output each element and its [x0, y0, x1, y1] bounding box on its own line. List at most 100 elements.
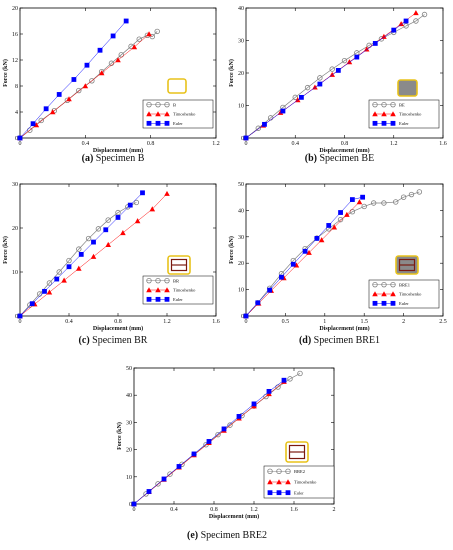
series-triangle	[17, 31, 152, 141]
data-point	[372, 41, 378, 46]
data-point	[133, 199, 140, 206]
series-line	[245, 14, 425, 139]
data-point	[221, 426, 227, 432]
data-point	[164, 190, 170, 196]
y-tick-label: 0	[241, 314, 244, 320]
legend-marker	[146, 120, 152, 126]
legend-entry: Timoshenko	[372, 291, 422, 297]
data-point	[318, 237, 325, 243]
legend-entry: BRE1	[372, 281, 410, 288]
legend-entry: Euler	[372, 300, 409, 306]
data-point	[110, 33, 116, 39]
y-axis-label: Force (kN)	[228, 59, 235, 87]
data-point	[326, 223, 332, 228]
section-outline	[397, 79, 418, 97]
panel-e: 0 0.4 0.8 1.2 1.6 2 0 10 20 30 40 50 Displacement (m…	[114, 360, 340, 548]
data-point	[30, 121, 36, 127]
data-point	[131, 501, 137, 507]
y-tick-label: 12	[12, 58, 18, 64]
legend-entry: BRE2	[267, 468, 305, 475]
caption-c: (c) Specimen BR	[78, 335, 148, 346]
chart-c: 0 0.4 0.8 1.2 1.6 0 10 20 30 Displacement (mm) For…	[2, 182, 220, 332]
data-point	[329, 71, 335, 77]
legend-marker	[146, 101, 152, 108]
y-axis-label: Force (kN)	[2, 59, 9, 87]
data-point	[105, 217, 111, 223]
x-tick-label: 1.2	[390, 141, 398, 147]
data-point	[215, 431, 221, 438]
data-point	[341, 57, 348, 64]
data-point	[84, 62, 90, 68]
x-tick-label: 0.4	[292, 141, 300, 147]
y-tick-label: 10	[238, 104, 244, 110]
legend-marker	[164, 296, 170, 302]
data-point	[378, 36, 385, 42]
data-point	[354, 54, 360, 60]
legend-marker	[146, 296, 152, 302]
legend-label: BR	[173, 278, 179, 283]
data-point	[140, 190, 145, 196]
legend-marker	[164, 111, 170, 117]
x-tick-label: 1.6	[439, 141, 447, 147]
series-circle	[243, 11, 428, 141]
data-point	[38, 117, 44, 124]
y-tick-label: 0	[15, 314, 18, 320]
data-point	[266, 388, 272, 394]
legend: BR Timoshenko Euler	[142, 275, 214, 305]
legend: BRE2 Timoshenko Euler	[263, 465, 335, 499]
legend-entry: BE	[372, 101, 405, 108]
data-point	[76, 87, 82, 94]
legend-marker	[372, 300, 378, 306]
legend-marker	[381, 120, 387, 126]
data-point	[120, 230, 126, 236]
legend-marker	[390, 281, 396, 288]
y-tick-label: 30	[126, 420, 132, 426]
y-tick-label: 30	[238, 39, 244, 45]
x-axis-label: Displacement (mm)	[319, 147, 369, 154]
y-axis-label: Force (kN)	[228, 236, 235, 264]
legend-entry: BR	[146, 277, 179, 284]
legend-marker	[155, 287, 161, 293]
x-tick-label: 0.8	[114, 319, 122, 325]
data-point	[167, 471, 173, 477]
legend-marker	[390, 120, 396, 126]
y-tick-label: 0	[15, 136, 18, 142]
x-tick-label: 0	[19, 319, 22, 325]
data-point	[299, 94, 304, 100]
legend-marker	[164, 287, 170, 293]
y-tick-label: 40	[238, 6, 244, 12]
legend-label: Timoshenko	[173, 288, 196, 293]
legend: BE Timoshenko Euler	[368, 99, 440, 129]
series-circle	[17, 199, 140, 319]
data-point	[161, 476, 167, 482]
data-point	[302, 248, 308, 254]
specimen-section-icon	[395, 255, 419, 275]
legend-marker	[164, 277, 170, 284]
data-point	[127, 202, 133, 208]
data-point	[29, 301, 35, 307]
legend-marker	[390, 300, 396, 306]
legend-label: Timoshenko	[399, 292, 422, 297]
data-point	[356, 199, 363, 205]
data-point	[27, 127, 33, 133]
x-tick-label: 0	[19, 141, 22, 147]
data-point	[146, 31, 152, 37]
data-point	[331, 224, 338, 230]
data-point	[267, 287, 273, 293]
data-point	[76, 246, 82, 252]
data-point	[42, 288, 47, 294]
data-point	[149, 206, 156, 212]
data-point	[243, 313, 249, 319]
data-point	[149, 33, 155, 40]
legend-marker	[285, 479, 291, 485]
legend-marker	[267, 468, 273, 475]
y-tick-label: 40	[126, 393, 132, 399]
series-square	[131, 377, 287, 507]
legend-label: Euler	[173, 297, 183, 302]
x-tick-label: 0.4	[82, 141, 90, 147]
x-axis-label: Displacement (mm)	[93, 147, 143, 154]
x-axis-label: Displacement (mm)	[319, 325, 369, 332]
x-tick-label: 1.2	[212, 141, 220, 147]
y-tick-label: 16	[12, 32, 18, 38]
